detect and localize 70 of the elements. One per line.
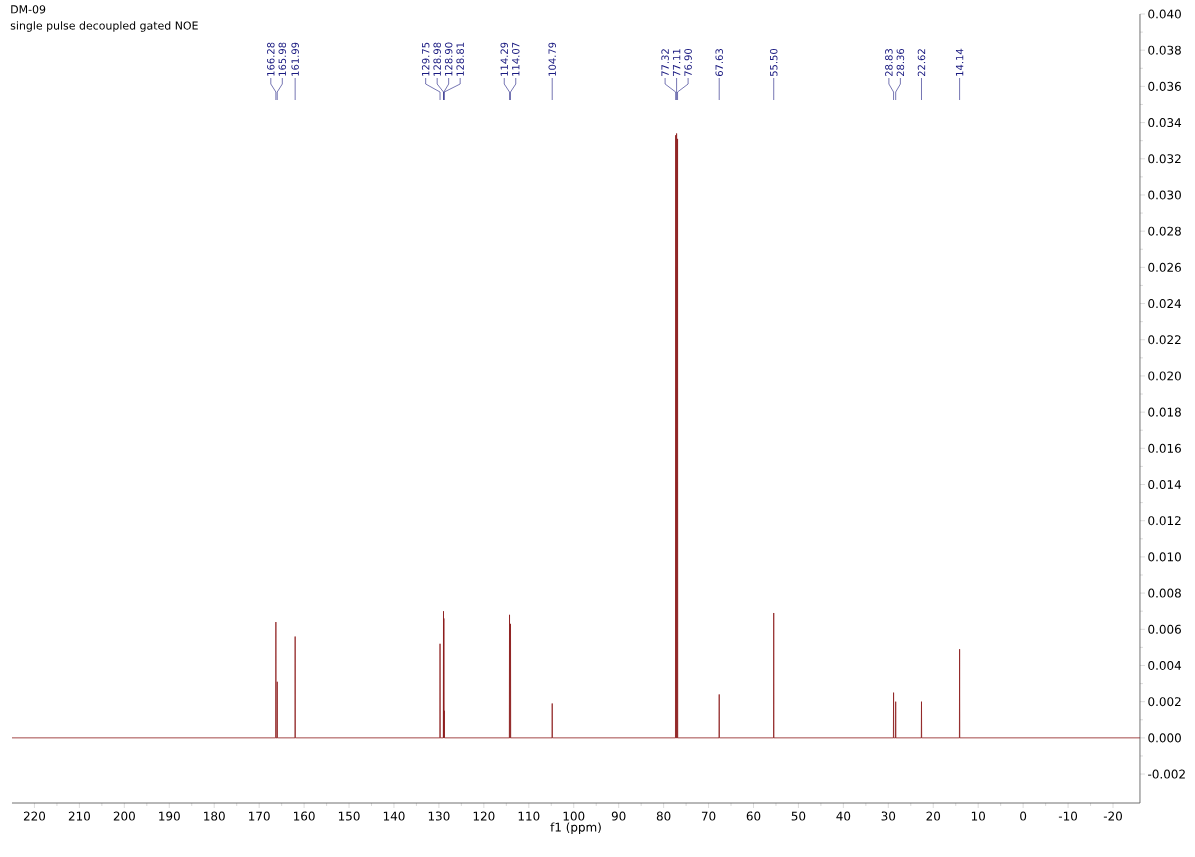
x-tick-label: 90 (611, 811, 626, 821)
y-tick-label: 0.022 (1148, 335, 1181, 345)
annotation: 55.50 (769, 48, 778, 77)
annotation: 128.90 (444, 42, 453, 76)
annotation: 129.75 (421, 42, 430, 76)
y-tick-label: 0.018 (1148, 407, 1181, 417)
y-tick-label: 0.006 (1148, 624, 1181, 634)
x-tick-label: 80 (656, 811, 671, 821)
text: single pulse decoupled gated NOE (10, 21, 198, 32)
x-tick-label: 0 (1020, 811, 1027, 821)
annotation: 128.98 (433, 42, 441, 76)
x-tick-label: 50 (791, 811, 806, 821)
x-tick-label: 160 (294, 811, 315, 821)
x-tick-label: 10 (971, 811, 986, 821)
annotation: 128.81 (456, 42, 464, 76)
x-tick-label: 210 (68, 811, 91, 821)
x-tick-label: 120 (473, 811, 495, 821)
annotation: 77.11 (672, 49, 681, 76)
x-tick-label: 30 (881, 811, 896, 821)
y-tick-label: 0.004 (1148, 660, 1182, 670)
y-tick-label: 0.012 (1148, 516, 1181, 526)
x-tick-label: 200 (113, 811, 135, 821)
y-tick-label: 0.034 (1148, 118, 1182, 128)
x-tick-label: 150 (338, 811, 360, 821)
x-tick-label: 220 (23, 811, 46, 821)
y-tick-label: 0.024 (1148, 299, 1182, 309)
x-tick-label: 40 (836, 811, 851, 821)
annotation: 28.36 (896, 48, 905, 77)
y-tick-label: 0.032 (1148, 154, 1181, 164)
y-tick-label: 0.028 (1148, 226, 1181, 236)
x-tick-label: 140 (383, 811, 405, 821)
y-tick-label: 0.038 (1148, 45, 1181, 55)
line-series (11, 133, 1141, 739)
annotation: 14.14 (955, 48, 964, 76)
y-tick-label: 0.020 (1148, 371, 1181, 381)
x-tick-label: 60 (746, 811, 761, 821)
annotation: 114.29 (500, 42, 509, 76)
y-tick-label: 0.008 (1148, 588, 1181, 598)
y-tick-label: 0.010 (1148, 552, 1181, 562)
annotation: 76.90 (684, 48, 692, 76)
annotation: 28.83 (885, 49, 893, 77)
x-tick-label: 190 (159, 811, 180, 821)
annotation: 165.98 (278, 42, 287, 76)
annotation: 22.62 (917, 49, 926, 77)
annotation: 166.28 (267, 42, 275, 76)
y-tick-label: -0.002 (1148, 769, 1185, 779)
y-tick-label: 0.014 (1148, 479, 1182, 490)
annotation: 114.07 (511, 42, 520, 76)
y-tick-label: 0.040 (1148, 9, 1181, 19)
annotation: 104.79 (548, 42, 556, 76)
y-tick-label: 0.030 (1148, 190, 1181, 200)
y-tick-label: 0.026 (1148, 262, 1181, 272)
x-tick-label: 70 (701, 811, 716, 821)
y-tick-label: 0.036 (1148, 81, 1181, 91)
y-tick-label: 0.016 (1148, 443, 1181, 453)
x-tick-label: -20 (1103, 811, 1122, 821)
x-tick-label: -10 (1058, 811, 1078, 821)
x-tick-label: 170 (249, 811, 270, 821)
x-axis-title: f1 (ppm) (550, 822, 601, 834)
annotation: 77.32 (661, 49, 669, 76)
x-tick-label: 110 (518, 811, 540, 821)
x-tick-label: 100 (563, 811, 585, 821)
x-tick-label: 180 (204, 811, 225, 821)
y-tick-label: 0.000 (1148, 733, 1181, 743)
chart-title: DM-09 (11, 5, 46, 14)
annotation: 161.99 (291, 42, 299, 76)
x-tick-label: 130 (428, 811, 450, 821)
y-tick-label: 0.002 (1148, 697, 1181, 707)
x-tick-label: 20 (926, 811, 941, 821)
annotation: 67.63 (715, 49, 723, 77)
